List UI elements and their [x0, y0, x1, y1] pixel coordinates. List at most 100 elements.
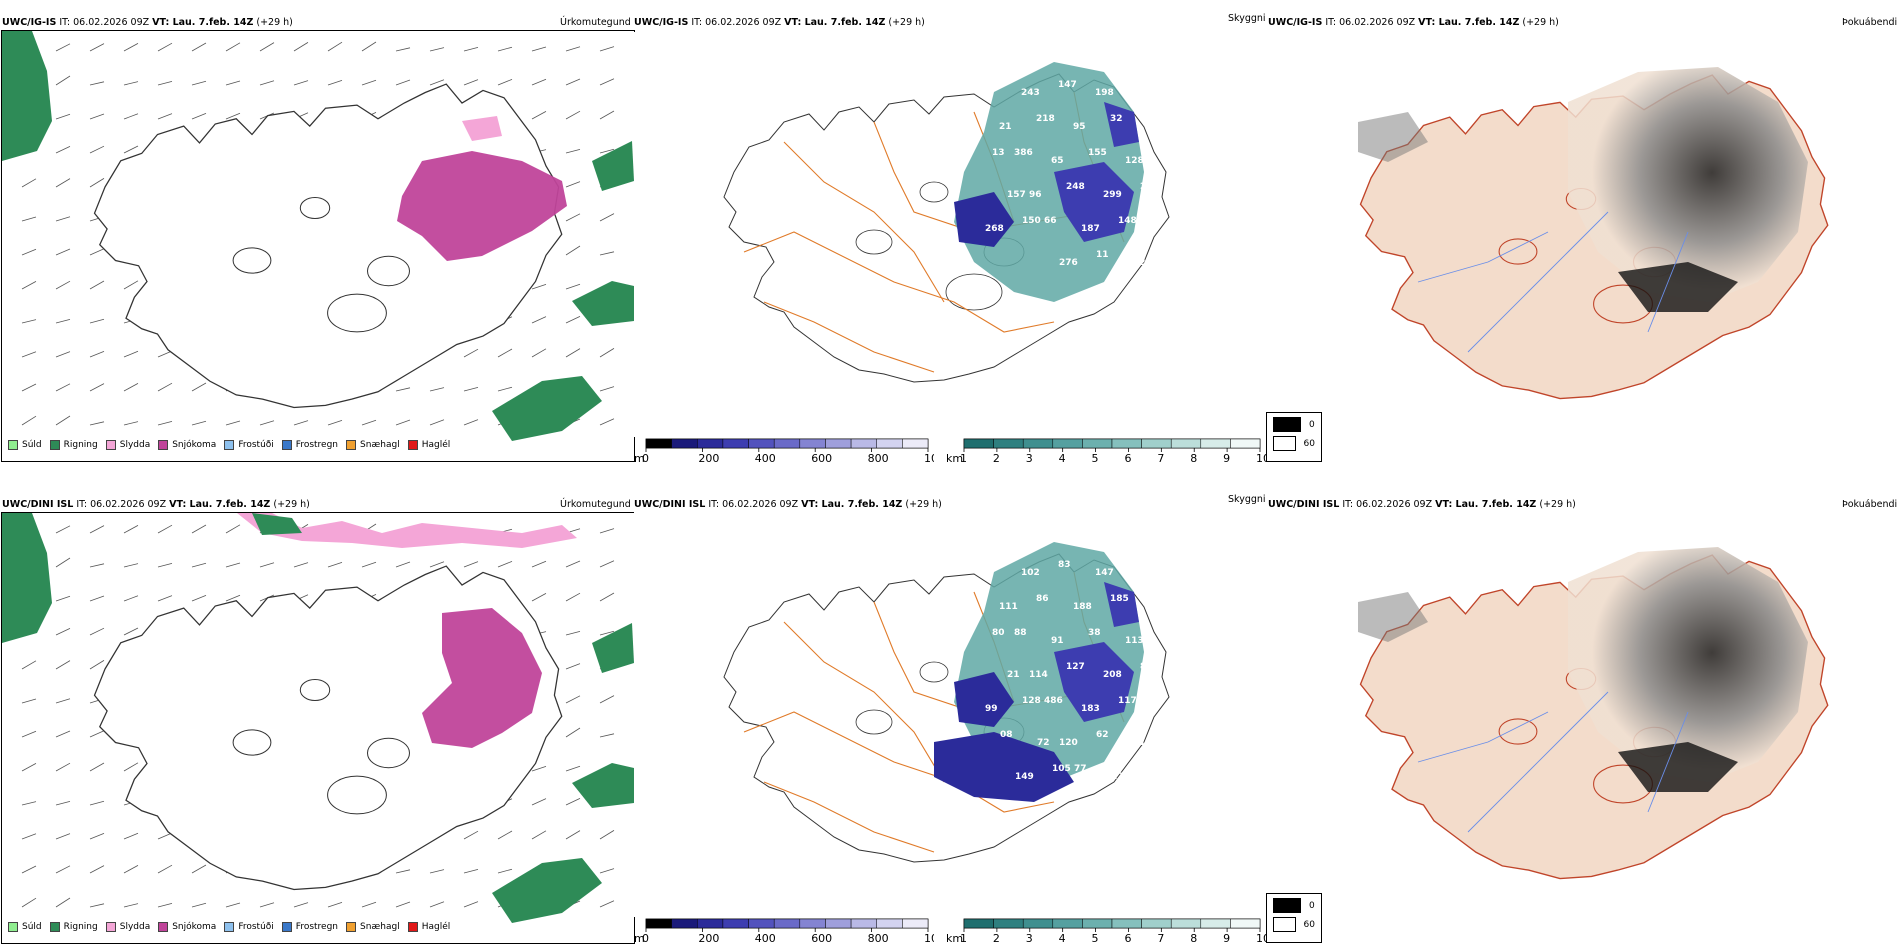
wind-barb [55, 113, 71, 120]
wind-barb [463, 901, 479, 908]
cloud-base-label: 70 [984, 80, 997, 90]
cloud-base-label: 21 [1007, 670, 1020, 680]
legend-swatch [49, 440, 60, 450]
cloud-base-label: 08 [1000, 730, 1013, 740]
wind-barb [565, 110, 581, 120]
cloud-map-bottom: 218 102 83 147 144 111 86 188 185 85 88 91 38 113 80 11… [634, 512, 1264, 917]
wind-barb [361, 79, 377, 86]
cloud-base-colorbar-top: m0 200 400 600 800 1000 [634, 438, 934, 465]
colorbar-segment [876, 438, 903, 449]
fog-legend-label: 0 [1309, 419, 1315, 430]
wind-barb [123, 43, 139, 52]
wind-barb [21, 415, 37, 426]
wind-barb [497, 386, 513, 392]
wind-barb [599, 386, 615, 392]
cloud-base-label: 11 [1096, 250, 1109, 260]
wind-barb [55, 383, 71, 392]
wind-barb [157, 421, 173, 426]
fog-legend-swatch [1273, 417, 1301, 432]
cloud-base-label: 486 [1044, 696, 1063, 706]
river [1647, 711, 1689, 813]
cloud-base-label: 243 [1021, 88, 1040, 98]
wind-barb [89, 595, 105, 602]
wind-barb [191, 864, 207, 874]
wind-barb [89, 81, 105, 86]
cloud-base-label: 208 [1103, 670, 1122, 680]
colorbar-tick-label: 9 [1223, 452, 1230, 465]
wind-barb [21, 178, 37, 188]
colorbar-tick-label: 6 [1124, 932, 1131, 945]
wind-barb [565, 663, 581, 670]
wind-barb [55, 415, 71, 426]
cloud-base-label: 276 [1059, 258, 1078, 268]
fog-legend-top: 0 60 [1266, 412, 1322, 462]
wind-barb [531, 78, 547, 86]
rain-area [2, 513, 52, 643]
glacier-outline [366, 255, 411, 287]
colorbar-segment [1170, 438, 1202, 449]
wind-barb [21, 865, 37, 874]
cloud-base-label: 72 [1037, 738, 1050, 748]
wind-barb [497, 46, 513, 52]
legend-swatch [224, 440, 235, 450]
wind-barb [123, 145, 139, 154]
cloud-base-label: 107 [1148, 764, 1167, 774]
wind-barb [89, 660, 105, 670]
road [743, 231, 1055, 333]
wind-barb [55, 762, 71, 772]
wind-barb [89, 762, 105, 772]
wind-barb [599, 733, 615, 738]
colorbar-segment [799, 918, 826, 929]
wind-barb [429, 47, 445, 52]
cloud-base-label: 268 [985, 224, 1004, 234]
wind-barb [55, 525, 71, 534]
cloud-base-label: 21 [999, 122, 1012, 132]
wind-barb [463, 387, 479, 392]
fog-name-bottom: Þokuábendi [1842, 499, 1898, 510]
wind-barb [157, 903, 173, 908]
wind-barb [157, 563, 173, 568]
wind-barb [531, 111, 547, 120]
wind-barb [599, 830, 615, 840]
glacier-outline [232, 247, 272, 274]
cloud-base-label: 127 [1066, 662, 1085, 672]
wind-barb [89, 351, 105, 358]
colorbar-segment [748, 438, 775, 449]
legend-label: Snæhagl [360, 922, 400, 932]
cloud-base-label: 157 [1007, 190, 1026, 200]
glacier-outline [919, 181, 949, 203]
wind-barb [157, 81, 173, 86]
low-cloud-base [934, 732, 1074, 802]
wind-barb [55, 833, 71, 840]
cloud-base-label: 117 [1118, 696, 1137, 706]
wind-barb [21, 897, 37, 908]
wind-barb [565, 798, 581, 806]
fog-legend-bottom: 0 60 [1266, 893, 1322, 943]
wind-barb [565, 830, 581, 840]
colorbar-tick-label: 200 [698, 932, 719, 945]
colorbar-segment [902, 918, 929, 929]
wind-barb [565, 245, 581, 256]
colorbar-tick-label: 3 [1026, 452, 1033, 465]
wind-barb [361, 419, 377, 426]
wind-barb [599, 148, 615, 154]
legend-label: Frostúði [238, 440, 274, 450]
colorbar-tick-label: 600 [811, 932, 832, 945]
wind-barb [259, 420, 275, 426]
colorbar-segment [850, 438, 877, 449]
wind-barb [55, 557, 71, 568]
wind-barb [599, 418, 615, 426]
fog-title-top: UWC/IG-IS IT: 06.02.2026 09Z VT: Lau. 7.… [1268, 17, 1559, 28]
wind-barb [293, 420, 309, 426]
colorbar-segment [1141, 918, 1172, 929]
cloud-base-label: 386 [1014, 148, 1033, 158]
wind-barb [89, 280, 105, 290]
fog-map-top [1268, 32, 1900, 452]
wind-barb [123, 762, 139, 772]
wind-barb [191, 113, 207, 120]
fog-legend-label: 0 [1309, 900, 1315, 911]
wind-barb [565, 765, 581, 772]
colorbar-tick-label: 800 [868, 452, 889, 465]
fog-index-field [1568, 547, 1808, 782]
fog-legend-row: 60 [1273, 436, 1315, 451]
